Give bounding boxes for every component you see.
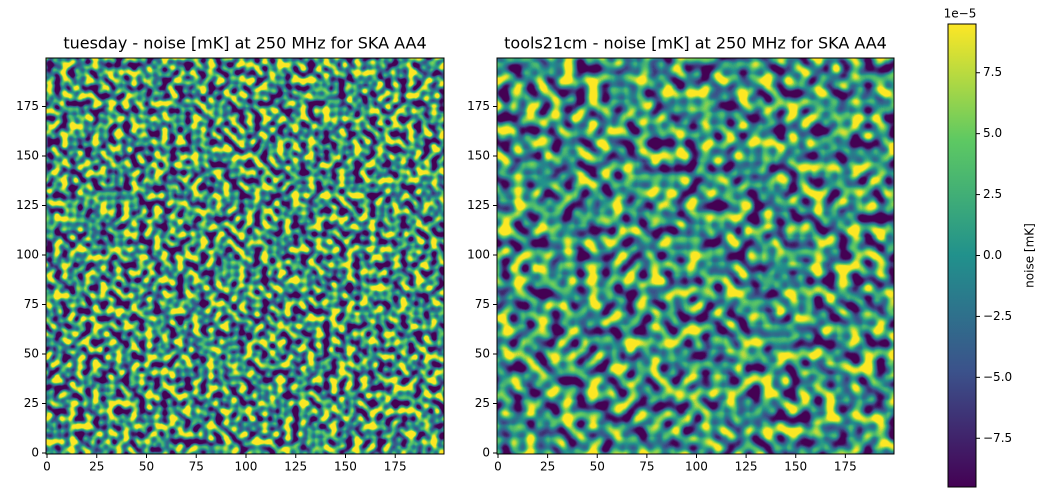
colorbar-tick-label: 0.0 xyxy=(983,248,1002,262)
y-tick-label: 50 xyxy=(24,347,39,361)
y-tick-label: 75 xyxy=(475,297,490,311)
axes-frame xyxy=(496,57,895,455)
y-tick-label: 25 xyxy=(24,396,39,410)
x-tick-label: 125 xyxy=(284,460,307,474)
x-tick-label: 75 xyxy=(639,460,654,474)
colorbar-label: noise [mK] xyxy=(1023,223,1037,288)
x-tick-label: 0 xyxy=(494,460,502,474)
colorbar-offset: 1e−5 xyxy=(944,7,977,21)
x-tick-label: 50 xyxy=(139,460,154,474)
y-tick-label: 125 xyxy=(16,198,39,212)
chart-title: tuesday - noise [mK] at 250 MHz for SKA … xyxy=(63,34,426,53)
y-tick-label: 50 xyxy=(475,347,490,361)
x-tick-label: 150 xyxy=(784,460,807,474)
colorbar xyxy=(947,23,977,488)
y-tick-label: 75 xyxy=(24,297,39,311)
x-tick-label: 25 xyxy=(89,460,104,474)
x-tick-label: 25 xyxy=(540,460,555,474)
chart-title: tools21cm - noise [mK] at 250 MHz for SK… xyxy=(504,34,887,53)
y-tick-label: 0 xyxy=(482,446,490,460)
colorbar-tick-label: 7.5 xyxy=(983,65,1002,79)
y-tick-label: 175 xyxy=(467,99,490,113)
y-tick-label: 0 xyxy=(31,446,39,460)
x-tick-label: 150 xyxy=(334,460,357,474)
y-tick-label: 175 xyxy=(16,99,39,113)
y-tick-label: 125 xyxy=(467,198,490,212)
heatmap-image xyxy=(46,58,444,454)
colorbar-tick-label: −5.0 xyxy=(983,370,1012,384)
x-tick-label: 100 xyxy=(235,460,258,474)
x-tick-label: 100 xyxy=(685,460,708,474)
x-tick-label: 75 xyxy=(189,460,204,474)
colorbar-tick-label: 2.5 xyxy=(983,187,1002,201)
y-tick-label: 100 xyxy=(16,248,39,262)
x-tick-label: 0 xyxy=(43,460,51,474)
x-tick-label: 125 xyxy=(735,460,758,474)
y-tick-label: 150 xyxy=(467,149,490,163)
y-tick-label: 100 xyxy=(467,248,490,262)
y-tick-label: 150 xyxy=(16,149,39,163)
heatmap-image xyxy=(497,58,894,454)
y-tick-label: 25 xyxy=(475,396,490,410)
colorbar-tick-label: 5.0 xyxy=(983,126,1002,140)
x-tick-label: 50 xyxy=(590,460,605,474)
x-tick-label: 175 xyxy=(834,460,857,474)
colorbar-tick-label: −2.5 xyxy=(983,309,1012,323)
axes-frame xyxy=(45,57,445,455)
colorbar-tick-label: −7.5 xyxy=(983,431,1012,445)
x-tick-label: 175 xyxy=(384,460,407,474)
